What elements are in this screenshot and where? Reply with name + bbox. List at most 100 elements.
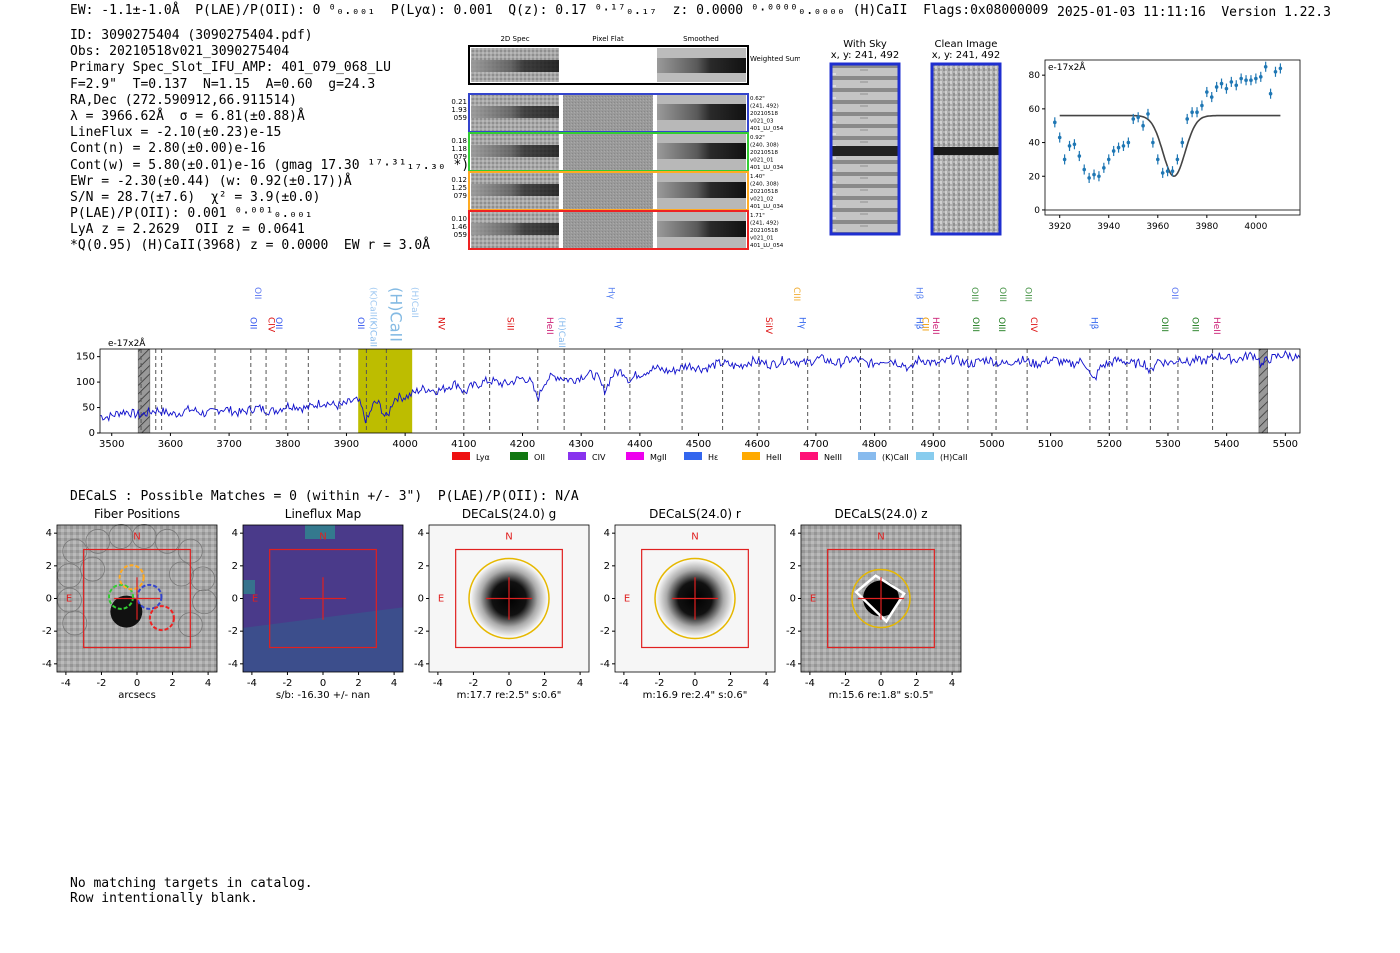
line-label-bottom: Hβ bbox=[1089, 317, 1099, 330]
zoom-data-point bbox=[1067, 144, 1072, 148]
cutout-right-label: v021_01 bbox=[750, 158, 774, 164]
zoom-model-fit bbox=[1059, 114, 1281, 178]
line-label-top: OIII bbox=[997, 287, 1007, 302]
panel-title: DECaLS(24.0) g bbox=[462, 508, 556, 521]
legend-label: Hε bbox=[708, 453, 718, 462]
cutout-pixelflat bbox=[563, 173, 653, 209]
zoom-data-point bbox=[1151, 140, 1155, 145]
info-line-sn: S/N = 28.7(±7.6) χ² = 3.9(±0.0) bbox=[70, 189, 321, 205]
zoom-data-point bbox=[1249, 78, 1253, 83]
east-label: E bbox=[624, 594, 630, 605]
cutout-right-label: (241, 492) bbox=[750, 104, 779, 110]
zoom-data-point bbox=[1170, 169, 1175, 173]
clean-image-title: Clean Image bbox=[935, 39, 998, 50]
line-label-bottom: OII bbox=[273, 317, 283, 329]
cutout-left-label: 0.21 bbox=[451, 98, 467, 106]
cutout-right-label: 0.62" bbox=[750, 96, 765, 102]
footer-line-1: No matching targets in catalog. bbox=[70, 876, 313, 891]
panel-ytick-label: -4 bbox=[414, 659, 424, 670]
imaging-panel-decals: DECaLS(24.0) r N E -4 -4 -2 -2 0 0 2 2 4 4 m:16.9 re:… bbox=[600, 508, 776, 701]
panel-xtick-label: 2 bbox=[355, 678, 361, 689]
fiber-highlight bbox=[118, 564, 145, 591]
zoom-data-point bbox=[1077, 154, 1082, 158]
panel-ytick-label: -2 bbox=[228, 626, 238, 637]
spectrum-xtick-label: 4100 bbox=[451, 439, 476, 450]
full-spectrum-chart: e-17x2Å 3500 3600 3700 3800 3900 4000 4100 4200 4… bbox=[76, 287, 1301, 462]
spectrum-ytick-label: 50 bbox=[82, 403, 95, 414]
spectrum-line bbox=[99, 349, 1301, 424]
cutout-left-label: 059 bbox=[454, 114, 467, 122]
spectrum-ytick-label: 100 bbox=[76, 377, 95, 388]
line-label-bottom: SiIV bbox=[763, 317, 773, 335]
zoom-data-point bbox=[1082, 167, 1087, 172]
spectrum-xtick-label: 5100 bbox=[1038, 439, 1063, 450]
zoom-data-point bbox=[1072, 142, 1077, 147]
spectrum-xtick-label: 5000 bbox=[979, 439, 1004, 450]
panel-xtick-label: 0 bbox=[506, 678, 512, 689]
spectrum-xtick-label: 4700 bbox=[803, 439, 828, 450]
zoom-ytick-label: 60 bbox=[1029, 105, 1041, 115]
cutout-left-label: 079 bbox=[454, 153, 467, 161]
line-label-bottom: SiII bbox=[505, 317, 515, 331]
zoom-data-point bbox=[1111, 149, 1116, 153]
aperture-ellipse bbox=[468, 557, 550, 640]
fiber-highlight bbox=[148, 605, 175, 632]
panel-xtick-label: 0 bbox=[134, 678, 140, 689]
cutout-row-frame bbox=[468, 210, 749, 250]
line-label-bottom: CIII bbox=[920, 317, 930, 331]
panel-ytick-label: -4 bbox=[786, 659, 796, 670]
panel-ytick-label: -4 bbox=[42, 659, 52, 670]
cutout-left-label: 1.46 bbox=[451, 223, 467, 231]
cutout-left-label: 0.10 bbox=[451, 215, 467, 223]
zoom-data-point bbox=[1160, 171, 1165, 175]
panel-ytick-label: 2 bbox=[232, 561, 238, 572]
legend-swatch bbox=[452, 452, 470, 460]
fiber-circle bbox=[154, 528, 180, 554]
spectrum-xtick-label: 4400 bbox=[627, 439, 652, 450]
clean-image-coords: x, y: 241, 492 bbox=[932, 50, 1001, 61]
cutout-pixelflat bbox=[563, 212, 653, 248]
spectrum-xtick-label: 5400 bbox=[1214, 439, 1239, 450]
legend-label: NeIII bbox=[824, 453, 842, 462]
spectrum-xtick-label: 3500 bbox=[99, 439, 124, 450]
legend-label: MgII bbox=[650, 453, 667, 462]
panel-xtick-label: -4 bbox=[805, 678, 815, 689]
panel-ytick-label: 2 bbox=[46, 561, 52, 572]
cutout-left-label: 059 bbox=[454, 231, 467, 239]
fiber-circle bbox=[57, 563, 82, 589]
line-label-bottom: CIV bbox=[1028, 317, 1038, 333]
panel-title: DECaLS(24.0) r bbox=[649, 508, 741, 521]
zoom-data-point bbox=[1155, 157, 1160, 162]
legend-item: OII bbox=[510, 452, 545, 462]
panel-ytick-label: 4 bbox=[418, 528, 424, 539]
spectrum-axes bbox=[99, 348, 1301, 434]
panel-xtick-label: 4 bbox=[763, 678, 769, 689]
panel-xlabel: m:16.9 re:2.4" s:0.6" bbox=[643, 690, 748, 701]
info-line-primary: Primary Spec_Slot_IFU_AMP: 401_079_068_L… bbox=[70, 60, 391, 76]
info-line-contn: Cont(n) = 2.80(±0.00)e-16 bbox=[70, 141, 266, 157]
line-label-bottom: OII bbox=[248, 317, 258, 329]
zoom-data-point bbox=[1175, 157, 1180, 162]
zoom-data-point bbox=[1273, 69, 1278, 74]
north-label: N bbox=[133, 532, 140, 543]
cutout-right-label: v021_01 bbox=[750, 236, 774, 242]
legend-swatch bbox=[916, 452, 934, 460]
info-line-obs: Obs: 20210518v021_3090275404 bbox=[70, 44, 290, 60]
line-label-bottom: HeII bbox=[930, 317, 940, 335]
info-line-id: ID: 3090275404 (3090275404.pdf) bbox=[70, 28, 313, 43]
zoom-spectrum-chart: e-17x2Å 3920 3940 3960 3980 4000 0 20 40 60 80 bbox=[1029, 59, 1301, 232]
zoom-xtick-label: 3940 bbox=[1097, 222, 1120, 232]
panel-ytick-label: 0 bbox=[790, 594, 796, 605]
legend-swatch bbox=[510, 452, 528, 460]
zoom-data-point bbox=[1106, 157, 1111, 162]
north-label: N bbox=[691, 532, 698, 543]
cutout-right-label: v021_03 bbox=[750, 119, 774, 125]
zoom-ytick-label: 40 bbox=[1029, 139, 1041, 149]
line-label-bottom: (H)CaII bbox=[556, 317, 566, 348]
zoom-data-point bbox=[1254, 76, 1258, 81]
spectrum-xtick-label: 4500 bbox=[686, 439, 711, 450]
panel-xtick-label: -4 bbox=[433, 678, 443, 689]
legend-item: NeIII bbox=[800, 452, 842, 462]
imaging-panel-decalsz: DECaLS(24.0) z N E -4 -4 -2 -2 0 0 2 2 4 4 m:15.6 re:… bbox=[786, 508, 962, 701]
